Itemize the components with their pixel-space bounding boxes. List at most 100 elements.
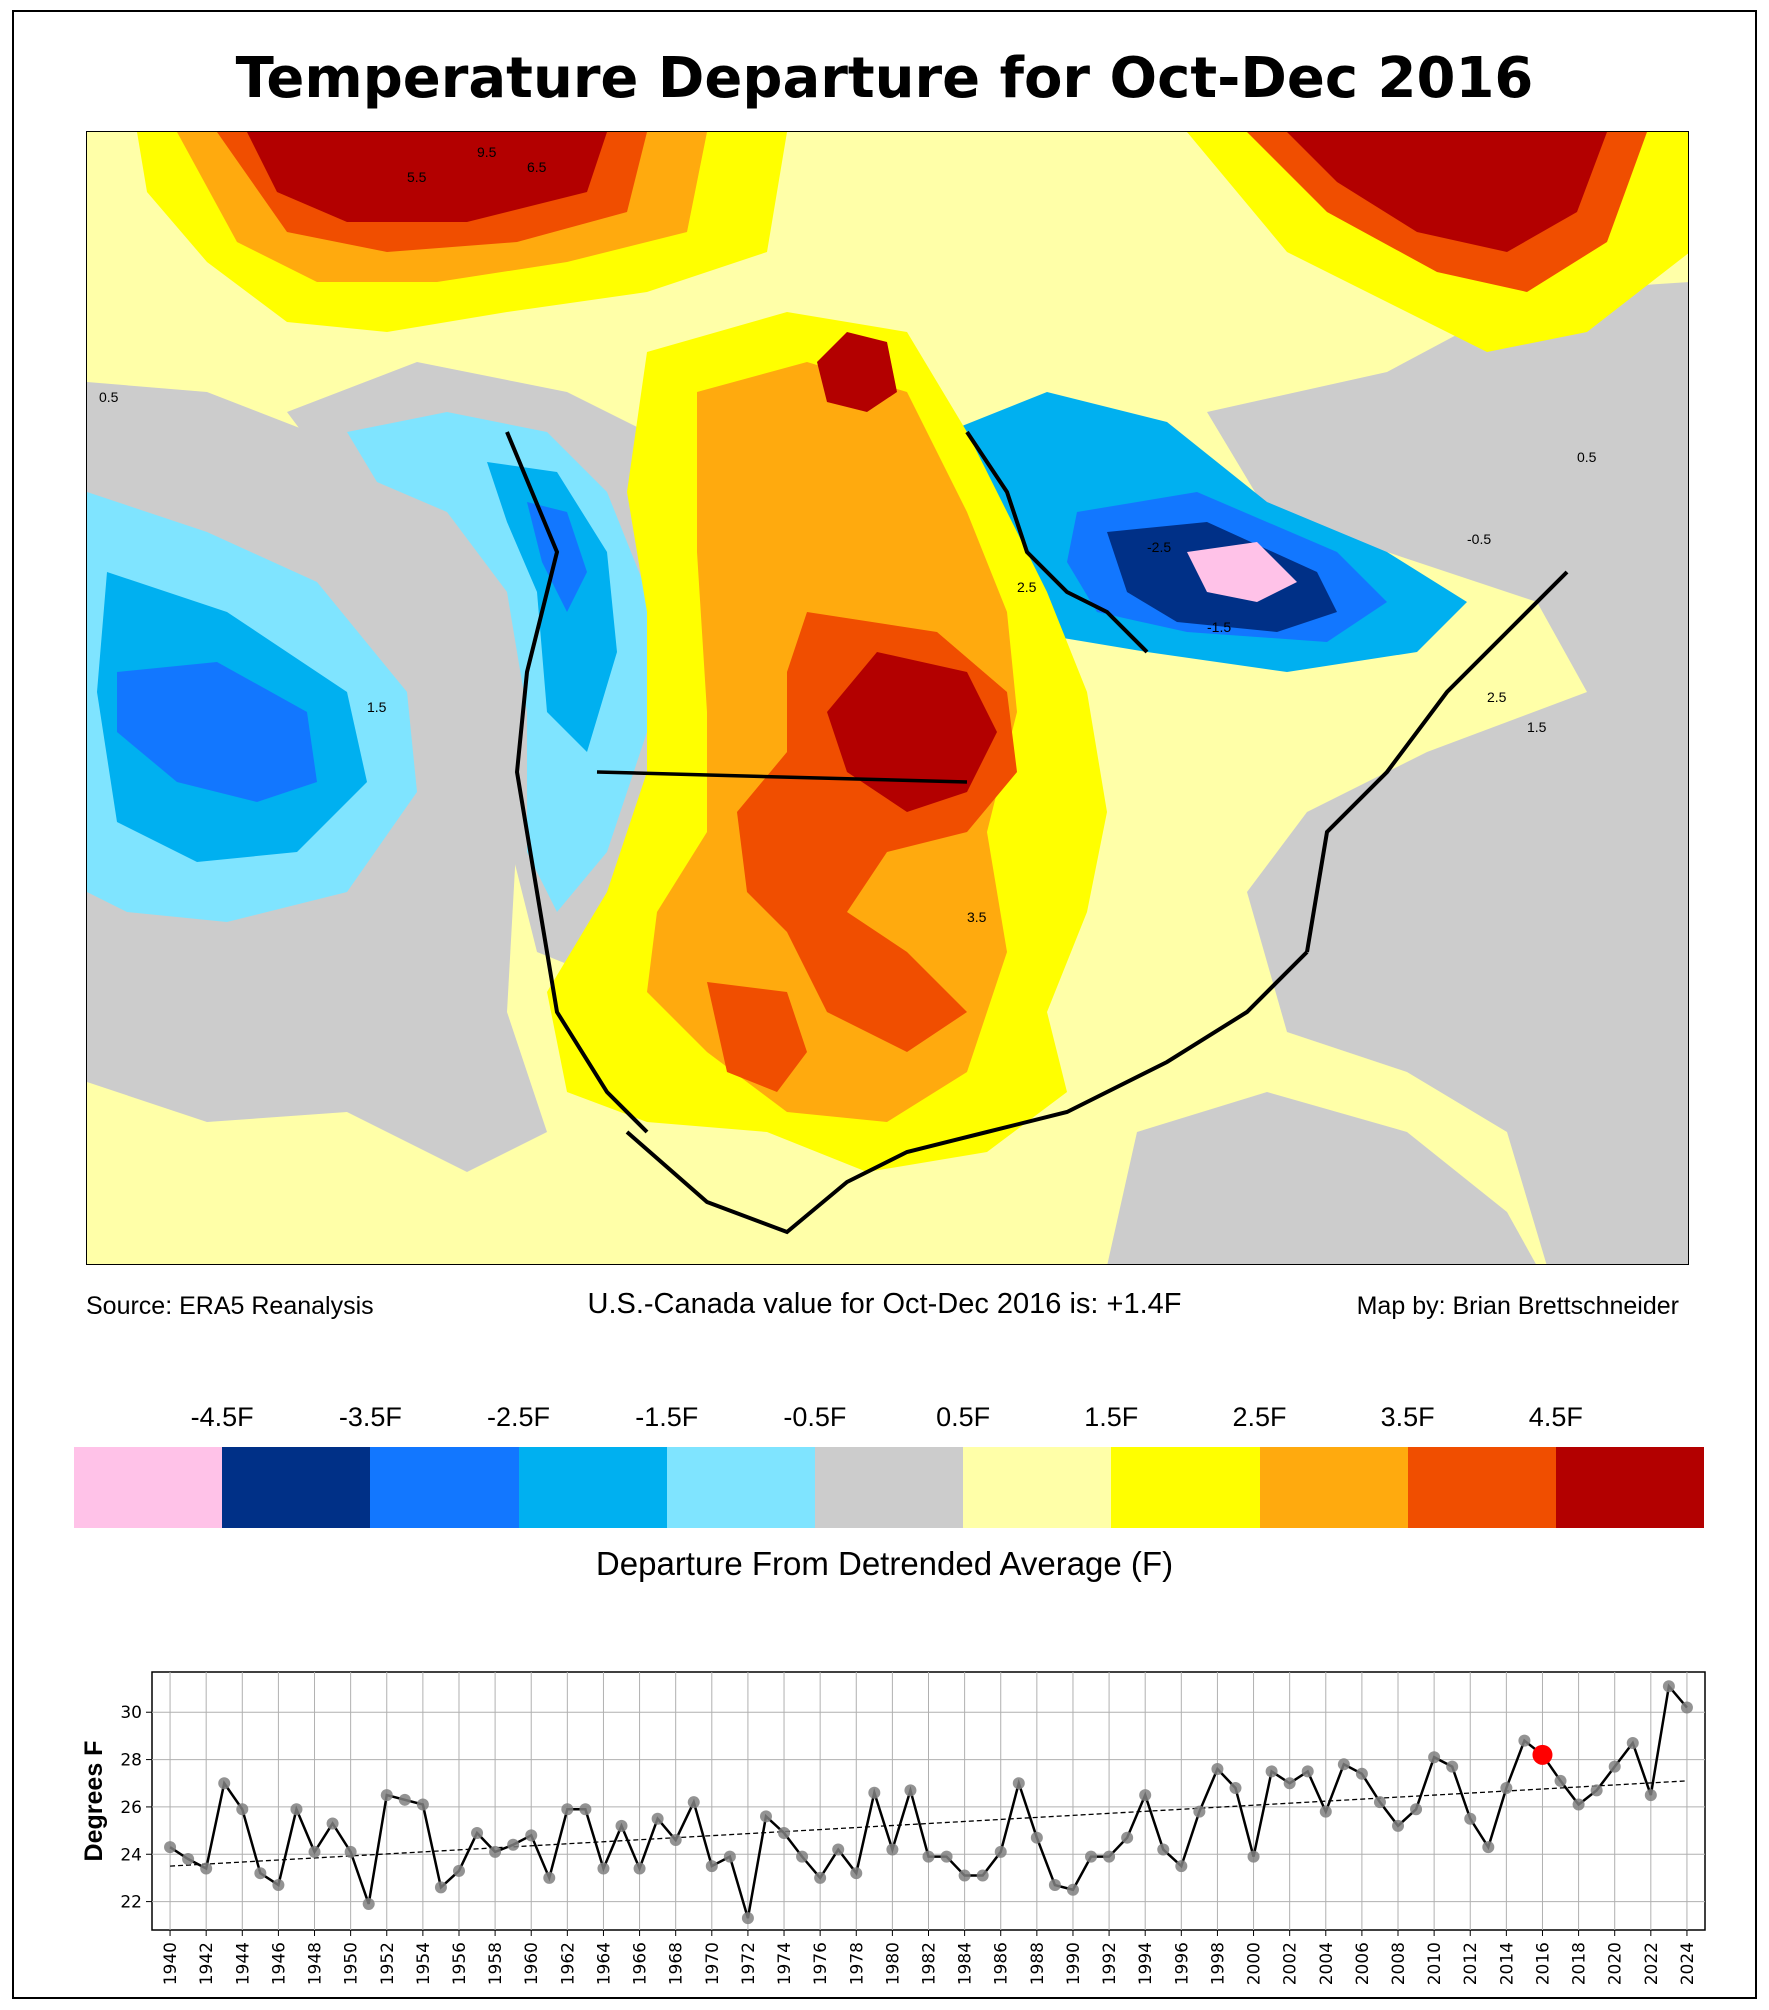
y-tick-label: 22 bbox=[120, 1893, 142, 1913]
hudson-bay-coastline bbox=[965, 430, 1149, 654]
colorbar-label: 3.5F bbox=[1380, 1402, 1435, 1432]
data-point bbox=[236, 1803, 249, 1816]
data-point bbox=[1482, 1841, 1495, 1854]
region-near-normal-caribbean bbox=[1107, 1092, 1536, 1264]
data-point bbox=[796, 1850, 809, 1863]
data-point bbox=[759, 1810, 772, 1823]
west-coastline bbox=[505, 431, 649, 1134]
data-point bbox=[489, 1845, 502, 1858]
gulf-coastline bbox=[625, 950, 1309, 1235]
data-point bbox=[1410, 1803, 1423, 1816]
data-point bbox=[1265, 1765, 1278, 1778]
region-hottest-archipelago bbox=[817, 332, 897, 412]
x-tick-label: 1948 bbox=[306, 1942, 326, 1985]
x-tick-label: 1988 bbox=[1028, 1942, 1048, 1985]
region-coldest-pacific bbox=[117, 662, 317, 802]
x-tick-label: 2022 bbox=[1642, 1942, 1662, 1985]
data-point bbox=[904, 1784, 917, 1797]
data-point bbox=[814, 1871, 827, 1884]
data-point bbox=[1066, 1883, 1079, 1896]
data-point bbox=[326, 1817, 339, 1830]
x-tick-label: 1960 bbox=[522, 1942, 542, 1985]
colorbar bbox=[74, 1447, 1705, 1528]
data-point bbox=[994, 1845, 1007, 1858]
contour-label: 3.5 bbox=[967, 909, 987, 925]
data-point bbox=[525, 1829, 538, 1842]
data-point bbox=[1500, 1781, 1513, 1794]
x-tick-label: 2016 bbox=[1533, 1942, 1553, 1985]
x-tick-label: 2000 bbox=[1245, 1942, 1265, 1985]
colorbar-swatch bbox=[963, 1447, 1112, 1528]
colorbar-swatch bbox=[370, 1447, 519, 1528]
data-point bbox=[1211, 1763, 1224, 1776]
data-point bbox=[182, 1852, 195, 1865]
y-tick-label: 26 bbox=[120, 1798, 142, 1818]
x-tick-label: 1952 bbox=[378, 1942, 398, 1985]
colorbar-label: 4.5F bbox=[1528, 1402, 1583, 1432]
contour-label: 0.5 bbox=[99, 389, 119, 405]
colorbar-swatch bbox=[814, 1447, 964, 1528]
data-point bbox=[1247, 1850, 1260, 1863]
data-point bbox=[543, 1871, 556, 1884]
y-tick-label: 24 bbox=[120, 1845, 142, 1865]
x-tick-label: 1968 bbox=[667, 1942, 687, 1985]
data-point bbox=[1048, 1879, 1061, 1892]
us-canada-border bbox=[596, 770, 968, 784]
x-tick-label: 2020 bbox=[1606, 1942, 1626, 1985]
x-tick-label: 1976 bbox=[811, 1942, 831, 1985]
data-point bbox=[1085, 1850, 1098, 1863]
contour-label: 9.5 bbox=[477, 144, 497, 160]
y-axis-label: Degrees F bbox=[80, 1741, 108, 1862]
x-tick-label: 2018 bbox=[1570, 1942, 1590, 1985]
data-point bbox=[687, 1796, 700, 1809]
colorbar-label: 0.5F bbox=[936, 1402, 991, 1432]
region-value-note: U.S.-Canada value for Oct-Dec 2016 is: +… bbox=[587, 1288, 1182, 1320]
data-point bbox=[886, 1843, 899, 1856]
data-point bbox=[1428, 1751, 1441, 1764]
data-point bbox=[940, 1850, 953, 1863]
y-tick-label: 28 bbox=[120, 1751, 142, 1771]
x-tick-label: 1954 bbox=[414, 1942, 434, 1985]
x-tick-label: 1994 bbox=[1136, 1942, 1156, 1985]
data-point bbox=[1572, 1798, 1585, 1811]
data-point bbox=[1319, 1805, 1332, 1818]
data-point bbox=[1392, 1819, 1405, 1832]
data-point bbox=[1193, 1805, 1206, 1818]
data-point bbox=[976, 1869, 989, 1882]
colorbar-swatch bbox=[74, 1447, 223, 1528]
data-point bbox=[434, 1881, 447, 1894]
data-point bbox=[1608, 1760, 1621, 1773]
data-point bbox=[741, 1912, 754, 1925]
x-tick-label: 1992 bbox=[1100, 1942, 1120, 1985]
colorbar-label: -3.5F bbox=[338, 1402, 402, 1432]
colorbar-swatch bbox=[222, 1447, 371, 1528]
x-tick-label: 1980 bbox=[883, 1942, 903, 1985]
x-tick-label: 1940 bbox=[161, 1942, 181, 1985]
data-point bbox=[669, 1834, 682, 1847]
contour-label: 1.5 bbox=[367, 699, 387, 715]
data-point bbox=[597, 1862, 610, 1875]
data-point bbox=[1662, 1680, 1675, 1693]
data-point bbox=[218, 1777, 231, 1790]
x-tick-label: 2004 bbox=[1317, 1942, 1337, 1985]
colorbar-swatch bbox=[666, 1447, 815, 1528]
temperature-departure-map: 0.5 0.5 -0.5 -1.5 -2.5 1.5 1.5 2.5 2.5 3… bbox=[86, 131, 1689, 1265]
contour-label: 1.5 bbox=[1527, 719, 1547, 735]
map-canvas: 0.5 0.5 -0.5 -1.5 -2.5 1.5 1.5 2.5 2.5 3… bbox=[87, 132, 1688, 1264]
data-point bbox=[1680, 1701, 1693, 1714]
data-point bbox=[579, 1803, 592, 1816]
x-tick-label: 1996 bbox=[1172, 1942, 1192, 1985]
highlight-point bbox=[1532, 1744, 1553, 1765]
x-tick-label: 2014 bbox=[1497, 1942, 1517, 1985]
data-point bbox=[272, 1879, 285, 1892]
data-point bbox=[200, 1862, 213, 1875]
data-point bbox=[1175, 1860, 1188, 1873]
colorbar-swatch bbox=[518, 1447, 667, 1528]
colorbar-label: 2.5F bbox=[1232, 1402, 1287, 1432]
y-tick-label: 30 bbox=[120, 1703, 142, 1723]
data-point bbox=[1590, 1784, 1603, 1797]
data-point bbox=[1355, 1767, 1368, 1780]
colorbar-label: -2.5F bbox=[487, 1402, 551, 1432]
region-colder-northwest bbox=[487, 462, 617, 752]
x-tick-label: 1942 bbox=[197, 1942, 217, 1985]
